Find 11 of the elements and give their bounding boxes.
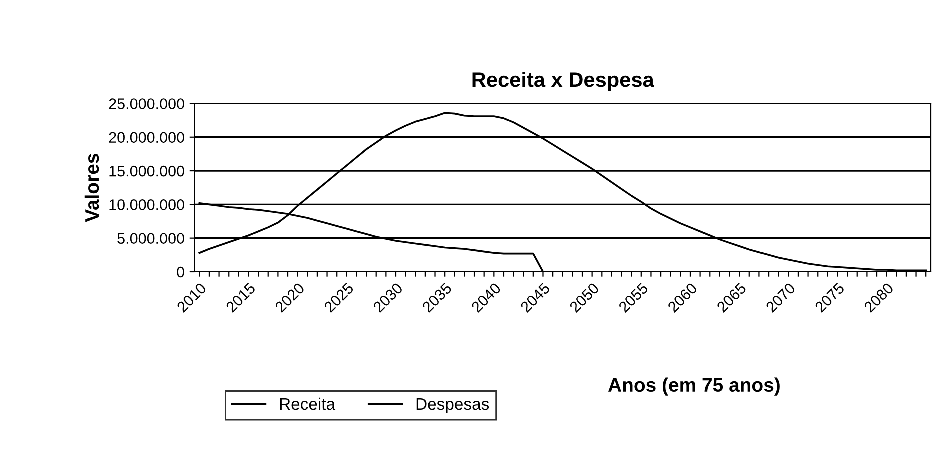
- y-tick-label: 0: [177, 266, 184, 278]
- y-tick-label: 10.000.000: [110, 200, 184, 210]
- chart-title: Receita x Despesa: [472, 72, 655, 92]
- y-axis-title: Valores: [84, 154, 100, 222]
- y-tick-label: 5.000.000: [118, 233, 184, 244]
- legend-label: Receita: [280, 398, 336, 410]
- x-axis-title: Anos (em 75 anos): [608, 378, 780, 396]
- y-tick-label: 20.000.000: [109, 132, 184, 144]
- y-tick-label: 15.000.000: [110, 166, 184, 177]
- legend-label: Despesas: [416, 398, 490, 414]
- y-tick-label: 25.000.000: [109, 98, 184, 110]
